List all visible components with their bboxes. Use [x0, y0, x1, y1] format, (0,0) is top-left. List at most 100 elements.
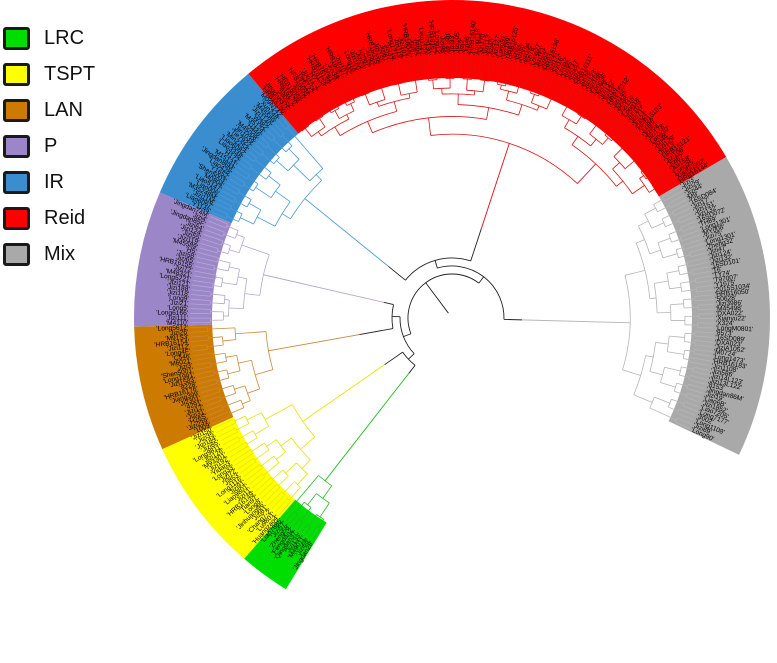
branch: [316, 493, 330, 504]
branch: [289, 112, 300, 125]
leaf-label: 'Long5221': [159, 272, 192, 284]
branch: [296, 106, 306, 118]
branch: [687, 392, 702, 399]
branch: [230, 207, 243, 215]
branch: [683, 306, 699, 309]
branch: [354, 74, 361, 89]
branch: [683, 333, 686, 342]
leaf-label: '8573': [715, 330, 733, 338]
branch: [212, 211, 227, 219]
branch: [693, 353, 712, 357]
branch: [638, 225, 651, 254]
leaf-label: 'Jizi87': [408, 37, 418, 57]
branch: [238, 213, 243, 222]
branch: [408, 93, 411, 99]
branch: [312, 95, 320, 106]
branch: [366, 85, 370, 93]
branch: [339, 110, 355, 119]
branch: [695, 299, 714, 302]
branch: [564, 127, 591, 147]
branch: [203, 396, 220, 403]
branch: [244, 293, 260, 296]
branch: [568, 86, 576, 99]
branch: [513, 64, 519, 79]
leaf-label: 'Long4F': [165, 348, 191, 358]
branch: [241, 244, 270, 255]
branch: [315, 174, 322, 181]
branch: [662, 253, 678, 259]
branch: [649, 407, 677, 421]
branch: [694, 278, 697, 284]
legend-item-tspt: TSPT: [0, 56, 95, 92]
branch: [237, 190, 241, 195]
branch: [536, 105, 540, 111]
branch: [240, 162, 250, 171]
branch: [535, 71, 541, 84]
branch: [324, 101, 332, 114]
branch: [637, 158, 644, 165]
branch: [261, 153, 274, 165]
branch: [692, 271, 710, 275]
branch: [346, 78, 351, 88]
branch: [190, 308, 211, 310]
branch: [390, 73, 395, 86]
branch: [359, 72, 365, 87]
clade-band-tspt: [162, 416, 296, 559]
branch: [696, 285, 713, 288]
leaf-label: 'Jizi586': [710, 367, 734, 378]
leaf-label: '16SD089': [715, 334, 745, 343]
branch: [192, 279, 214, 284]
branch: [677, 266, 681, 275]
branch: [681, 234, 701, 242]
branch: [208, 408, 224, 416]
backbone-branch: [383, 301, 394, 306]
branch: [316, 93, 324, 104]
branch: [691, 266, 710, 271]
branch: [246, 199, 252, 208]
leaf-label: 'Jizi2': [459, 38, 467, 54]
branch: [319, 502, 330, 518]
branch: [592, 114, 599, 123]
branch: [225, 355, 237, 358]
branch: [190, 303, 211, 306]
branch: [206, 404, 222, 412]
branch: [350, 103, 355, 112]
branch: [631, 153, 636, 158]
branch: [649, 297, 657, 300]
branch: [278, 475, 289, 487]
branch: [698, 308, 714, 311]
branch: [681, 245, 684, 250]
branch: [641, 148, 653, 158]
branch: [295, 501, 305, 513]
branch: [417, 68, 420, 79]
branch: [514, 78, 517, 86]
branch: [267, 145, 280, 158]
branch: [639, 175, 644, 179]
branch: [666, 270, 679, 274]
branch: [677, 412, 694, 421]
branch: [224, 186, 239, 195]
branch: [254, 159, 272, 173]
branch: [662, 174, 672, 182]
branch: [457, 104, 519, 116]
backbone-branch: [470, 228, 482, 262]
branch: [596, 113, 601, 117]
branch: [505, 73, 509, 86]
branch: [225, 440, 241, 450]
branch: [190, 330, 208, 333]
branch: [377, 66, 382, 80]
branch: [237, 457, 254, 470]
branch: [589, 133, 603, 145]
branch: [237, 166, 250, 176]
branch: [496, 72, 500, 85]
branch: [648, 159, 662, 170]
leaf-label: 'M2': [342, 62, 353, 75]
branch: [466, 79, 468, 91]
branch: [372, 116, 487, 134]
clade-band-lrc: [244, 499, 327, 590]
branch: [253, 157, 257, 162]
branch: [255, 187, 272, 198]
branch: [205, 229, 224, 237]
branch: [233, 418, 237, 424]
branch: [664, 182, 677, 191]
